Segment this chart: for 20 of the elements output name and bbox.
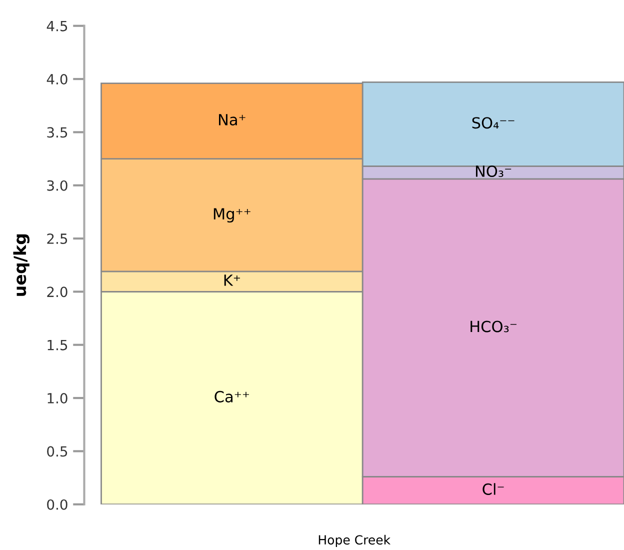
y-tick-label: 2.0: [47, 286, 68, 298]
series-label: SO₄⁻⁻: [472, 117, 514, 129]
y-axis-title: ueq/kg: [13, 234, 30, 296]
series-label: Ca⁺⁺: [214, 390, 249, 402]
series-label: Mg⁺⁺: [214, 208, 250, 223]
y-tick-label: 1.5: [48, 340, 68, 350]
y-tick-label: 4.0: [46, 74, 68, 84]
series-label: NO₃⁻: [476, 165, 512, 178]
series-label: Cl⁻: [482, 483, 504, 495]
series-label: HCO₃⁻: [470, 320, 516, 332]
y-tick-label: 0.5: [47, 446, 68, 457]
series-label: K⁺: [224, 274, 240, 286]
y-tick-label: 3.0: [47, 180, 68, 191]
y-tick-label: 3.5: [47, 127, 68, 138]
x-axis-title: Hope Creek: [318, 534, 391, 548]
y-tick-label: 2.5: [47, 233, 68, 244]
y-tick-label: 1.0: [48, 392, 68, 404]
series-label: Na⁺: [218, 114, 246, 126]
y-tick-label: 0.0: [47, 499, 68, 510]
y-tick-label: 4.5: [46, 21, 68, 32]
